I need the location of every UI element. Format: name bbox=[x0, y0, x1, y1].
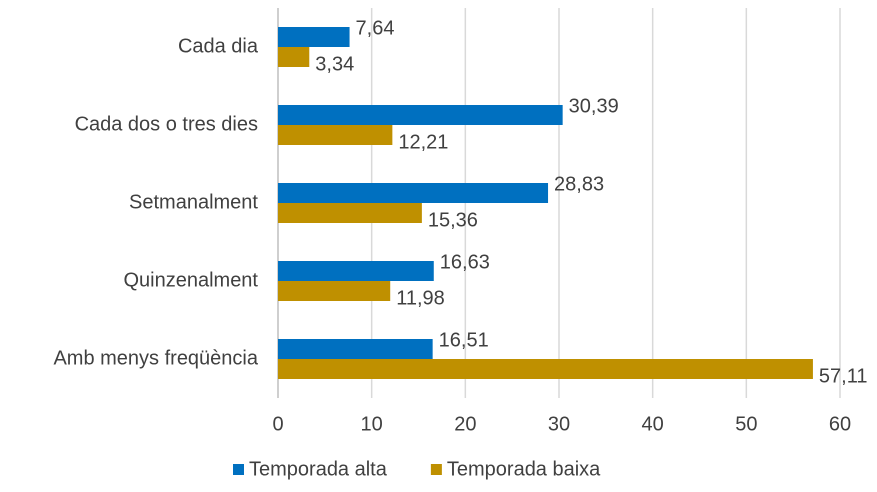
data-label: 16,63 bbox=[440, 251, 490, 273]
bar bbox=[278, 261, 434, 281]
bar bbox=[278, 183, 549, 203]
bar bbox=[278, 105, 563, 125]
data-label: 16,51 bbox=[439, 329, 489, 351]
bar bbox=[278, 27, 350, 47]
data-label: 57,11 bbox=[819, 365, 868, 387]
data-label: 28,83 bbox=[554, 173, 604, 195]
bar bbox=[278, 47, 310, 67]
bar bbox=[278, 203, 422, 223]
bar bbox=[278, 125, 393, 145]
bar bbox=[278, 339, 433, 359]
data-label: 11,98 bbox=[396, 287, 445, 309]
legend-label: Temporada baixa bbox=[447, 458, 601, 480]
x-tick-label: 60 bbox=[829, 413, 851, 435]
y-tick-label: Amb menys freqüència bbox=[53, 347, 258, 369]
x-tick-label: 20 bbox=[454, 413, 476, 435]
y-tick-label: Setmanalment bbox=[129, 191, 258, 213]
data-label: 12,21 bbox=[398, 131, 448, 153]
x-tick-label: 10 bbox=[361, 413, 383, 435]
y-tick-label: Cada dia bbox=[178, 35, 259, 57]
data-label: 30,39 bbox=[569, 95, 619, 117]
x-tick-label: 0 bbox=[272, 413, 283, 435]
x-tick-label: 30 bbox=[548, 413, 570, 435]
y-tick-label: Cada dos o tres dies bbox=[75, 113, 258, 135]
bar bbox=[278, 359, 813, 379]
legend-label: Temporada alta bbox=[249, 458, 388, 480]
data-label: 3,34 bbox=[315, 53, 354, 75]
data-label: 15,36 bbox=[428, 209, 478, 231]
legend-swatch bbox=[233, 464, 244, 475]
y-tick-label: Quinzenalment bbox=[123, 269, 258, 291]
legend-swatch bbox=[430, 464, 442, 475]
data-label: 7,64 bbox=[356, 17, 395, 39]
x-tick-label: 50 bbox=[735, 413, 757, 435]
bar bbox=[278, 281, 391, 301]
x-tick-label: 40 bbox=[642, 413, 664, 435]
